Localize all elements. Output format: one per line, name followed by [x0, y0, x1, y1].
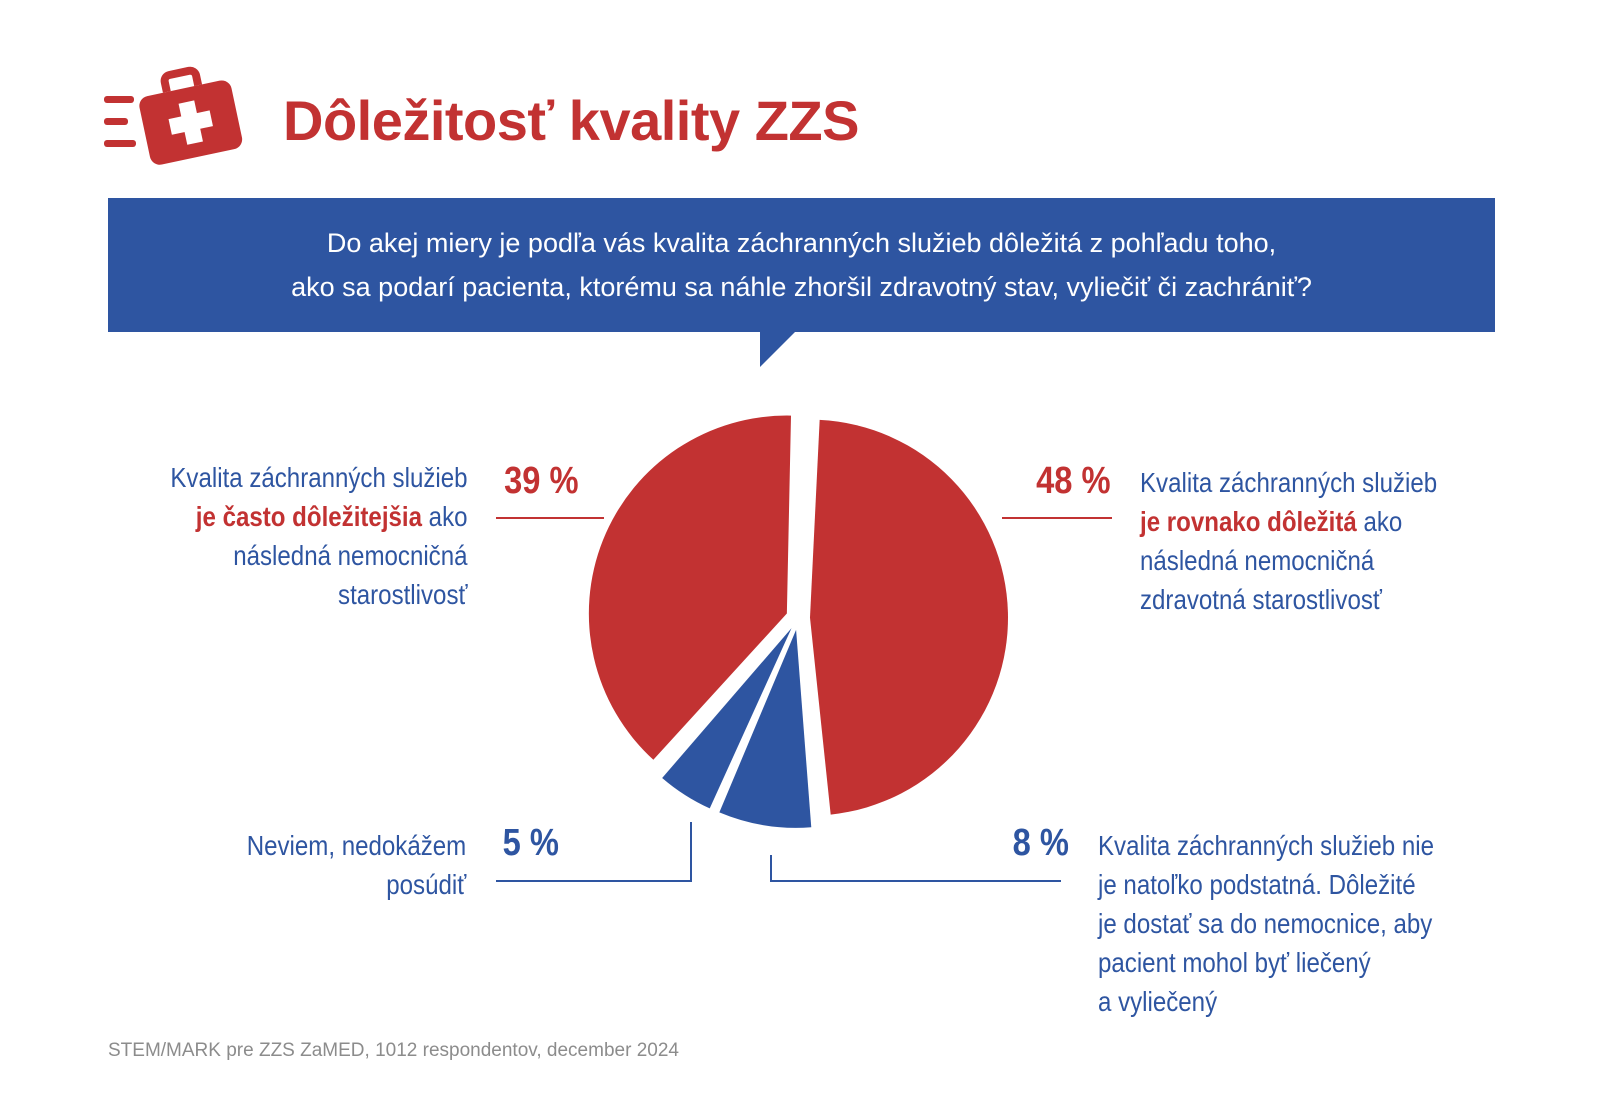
- highlight-text: je rovnako dôležitá: [1140, 506, 1357, 537]
- question-line-2: ako sa podarí pacienta, ktorému sa náhle…: [291, 272, 1312, 302]
- slice-description-line: Kvalita záchranných služieb: [170, 462, 468, 493]
- slice-description-line: následná nemocničná: [233, 540, 468, 571]
- slice-description-line: starostlivosť: [338, 579, 468, 610]
- slice-description-line: a vyliečený: [1098, 986, 1218, 1017]
- slice-description-line: zdravotná starostlivosť: [1140, 584, 1382, 615]
- slice-description: Kvalita záchranných služieb nie je natoľk…: [1098, 826, 1434, 1021]
- question-box: Do akej miery je podľa vás kvalita záchr…: [108, 198, 1495, 332]
- pie-slice: [809, 419, 1008, 815]
- slice-description: Kvalita záchranných služieb je rovnako dô…: [1140, 463, 1437, 619]
- slice-description-line: následná nemocničná: [1140, 545, 1375, 576]
- slice-description: Neviem, nedokážem posúdiť: [246, 826, 466, 904]
- slice-description-line: pacient mohol byť liečený: [1098, 947, 1371, 978]
- leader-line: [496, 822, 692, 882]
- pie-slice: [719, 629, 812, 828]
- slice-description: Kvalita záchranných služieb je často dôle…: [171, 458, 468, 614]
- slice-description-line: Kvalita záchranných služieb nie: [1098, 830, 1434, 861]
- pie-slice: [588, 415, 792, 760]
- slice-percent-label: 48 %: [1036, 460, 1111, 502]
- first-aid-kit-icon: [104, 66, 243, 165]
- page-title: Dôležitosť kvality ZZS: [283, 89, 859, 152]
- slice-percent-label: 5 %: [502, 822, 559, 864]
- slice-percent-label: 8 %: [1012, 822, 1069, 864]
- question-tail: [760, 331, 796, 367]
- slice-description-line: posúdiť: [386, 869, 466, 900]
- question-line-1: Do akej miery je podľa vás kvalita záchr…: [326, 228, 1277, 258]
- slice-description-line: je rovnako dôležitá ako: [1140, 506, 1403, 537]
- leader-line: [770, 855, 1061, 882]
- slice-description-line: je často dôležitejšia ako: [196, 501, 468, 532]
- highlight-text: je často dôležitejšia: [196, 501, 423, 532]
- slice-description-line: je natoľko podstatná. Dôležité: [1098, 869, 1416, 900]
- pie-slice: [662, 628, 792, 809]
- slice-percent-label: 39 %: [504, 460, 579, 502]
- slice-description-line: je dostať sa do nemocnice, aby: [1098, 908, 1433, 939]
- source-note: STEM/MARK pre ZZS ZaMED, 1012 respondent…: [108, 1040, 679, 1061]
- slice-description-line: Kvalita záchranných služieb: [1140, 467, 1438, 498]
- slice-description-line: Neviem, nedokážem: [246, 830, 466, 861]
